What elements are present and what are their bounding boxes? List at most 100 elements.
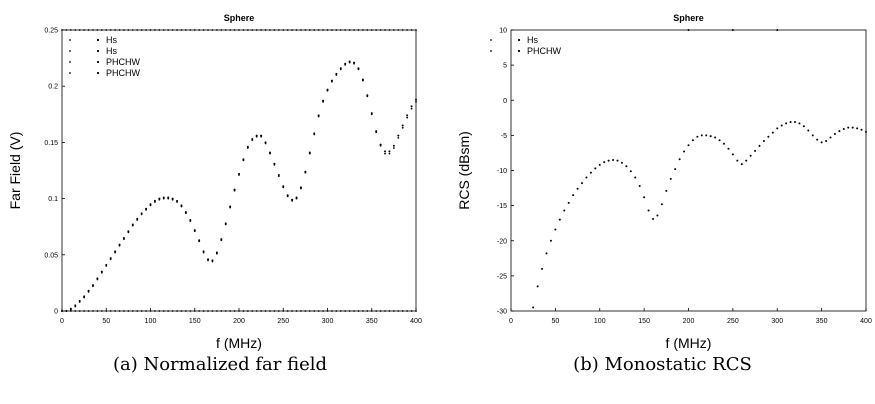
data-point [162, 310, 165, 312]
data-point [731, 29, 734, 31]
data-point [74, 305, 77, 308]
data-point [65, 29, 68, 31]
data-point [171, 198, 174, 201]
data-point [189, 220, 192, 222]
data-point [242, 29, 245, 31]
data-point [105, 29, 108, 31]
data-point [78, 301, 81, 303]
data-point [260, 135, 263, 138]
data-point [233, 189, 236, 192]
data-point [105, 265, 108, 267]
data-point [189, 29, 192, 31]
data-point [162, 29, 165, 31]
data-point [167, 310, 170, 312]
data-point [669, 177, 672, 180]
data-point [114, 29, 116, 31]
data-point [532, 306, 535, 309]
data-point [842, 128, 845, 131]
data-point [158, 198, 161, 201]
data-point [344, 29, 347, 31]
data-point [384, 310, 386, 312]
data-point [754, 149, 757, 152]
legend-marker [517, 38, 521, 42]
data-point [295, 197, 298, 200]
data-point [96, 278, 99, 281]
data-point [220, 239, 223, 242]
data-point [348, 310, 351, 312]
data-point [277, 175, 280, 178]
data-point [825, 139, 828, 142]
chart-title: Sphere [224, 13, 255, 23]
data-point [317, 29, 320, 31]
data-point [384, 152, 386, 155]
data-point [171, 29, 174, 31]
data-point [362, 29, 364, 31]
x-tick-label: 200 [683, 318, 695, 325]
data-point [771, 131, 774, 134]
data-point [109, 310, 112, 312]
data-point [61, 310, 63, 312]
data-point [678, 158, 681, 161]
data-point [224, 29, 227, 31]
data-point [392, 29, 395, 31]
data-point [100, 29, 103, 31]
data-point [282, 310, 285, 312]
data-point [335, 310, 338, 312]
data-point [131, 310, 134, 312]
x-tick-label: 350 [816, 318, 828, 325]
data-point [83, 310, 86, 312]
data-point [652, 217, 654, 220]
data-point [198, 29, 201, 31]
data-point [136, 310, 139, 312]
data-point [127, 310, 130, 312]
data-point [415, 101, 417, 103]
data-point [167, 29, 170, 31]
x-tick-label: 100 [145, 318, 157, 325]
data-point [282, 29, 285, 31]
data-point [260, 29, 263, 31]
legend-marker [517, 49, 521, 53]
data-point [211, 29, 214, 31]
legend-marker [96, 60, 100, 64]
data-point [745, 159, 748, 162]
data-point [317, 310, 320, 312]
data-point [74, 29, 77, 31]
legend-marker [490, 50, 492, 52]
data-point [397, 310, 400, 312]
data-point [189, 310, 192, 312]
y-tick-label: -5 [501, 133, 507, 140]
data-point [246, 147, 249, 149]
data-point [322, 29, 324, 31]
data-point [691, 139, 694, 142]
data-point [185, 310, 187, 312]
data-point [154, 29, 156, 31]
data-point [379, 29, 382, 31]
data-point [74, 310, 77, 312]
data-point [238, 29, 240, 31]
x-tick-label: 100 [594, 318, 606, 325]
data-point [829, 136, 832, 139]
x-tick-label: 350 [366, 318, 378, 325]
data-point [816, 138, 819, 141]
data-point [149, 29, 152, 31]
data-point [339, 29, 342, 31]
data-point [576, 187, 579, 190]
data-point [273, 29, 276, 31]
data-point [109, 29, 112, 31]
data-point [860, 128, 863, 131]
data-point [687, 144, 690, 147]
data-point [193, 230, 196, 233]
data-point [123, 29, 125, 31]
data-point [567, 201, 570, 204]
data-point [660, 203, 663, 206]
data-point [207, 310, 209, 312]
data-point [415, 310, 417, 312]
data-point [162, 197, 165, 200]
data-point [313, 133, 316, 136]
legend-label: Hs [106, 46, 117, 56]
data-point [545, 252, 548, 255]
data-point [295, 29, 298, 31]
data-point [647, 209, 650, 212]
data-point [798, 122, 801, 125]
x-tick-label: 250 [727, 318, 739, 325]
